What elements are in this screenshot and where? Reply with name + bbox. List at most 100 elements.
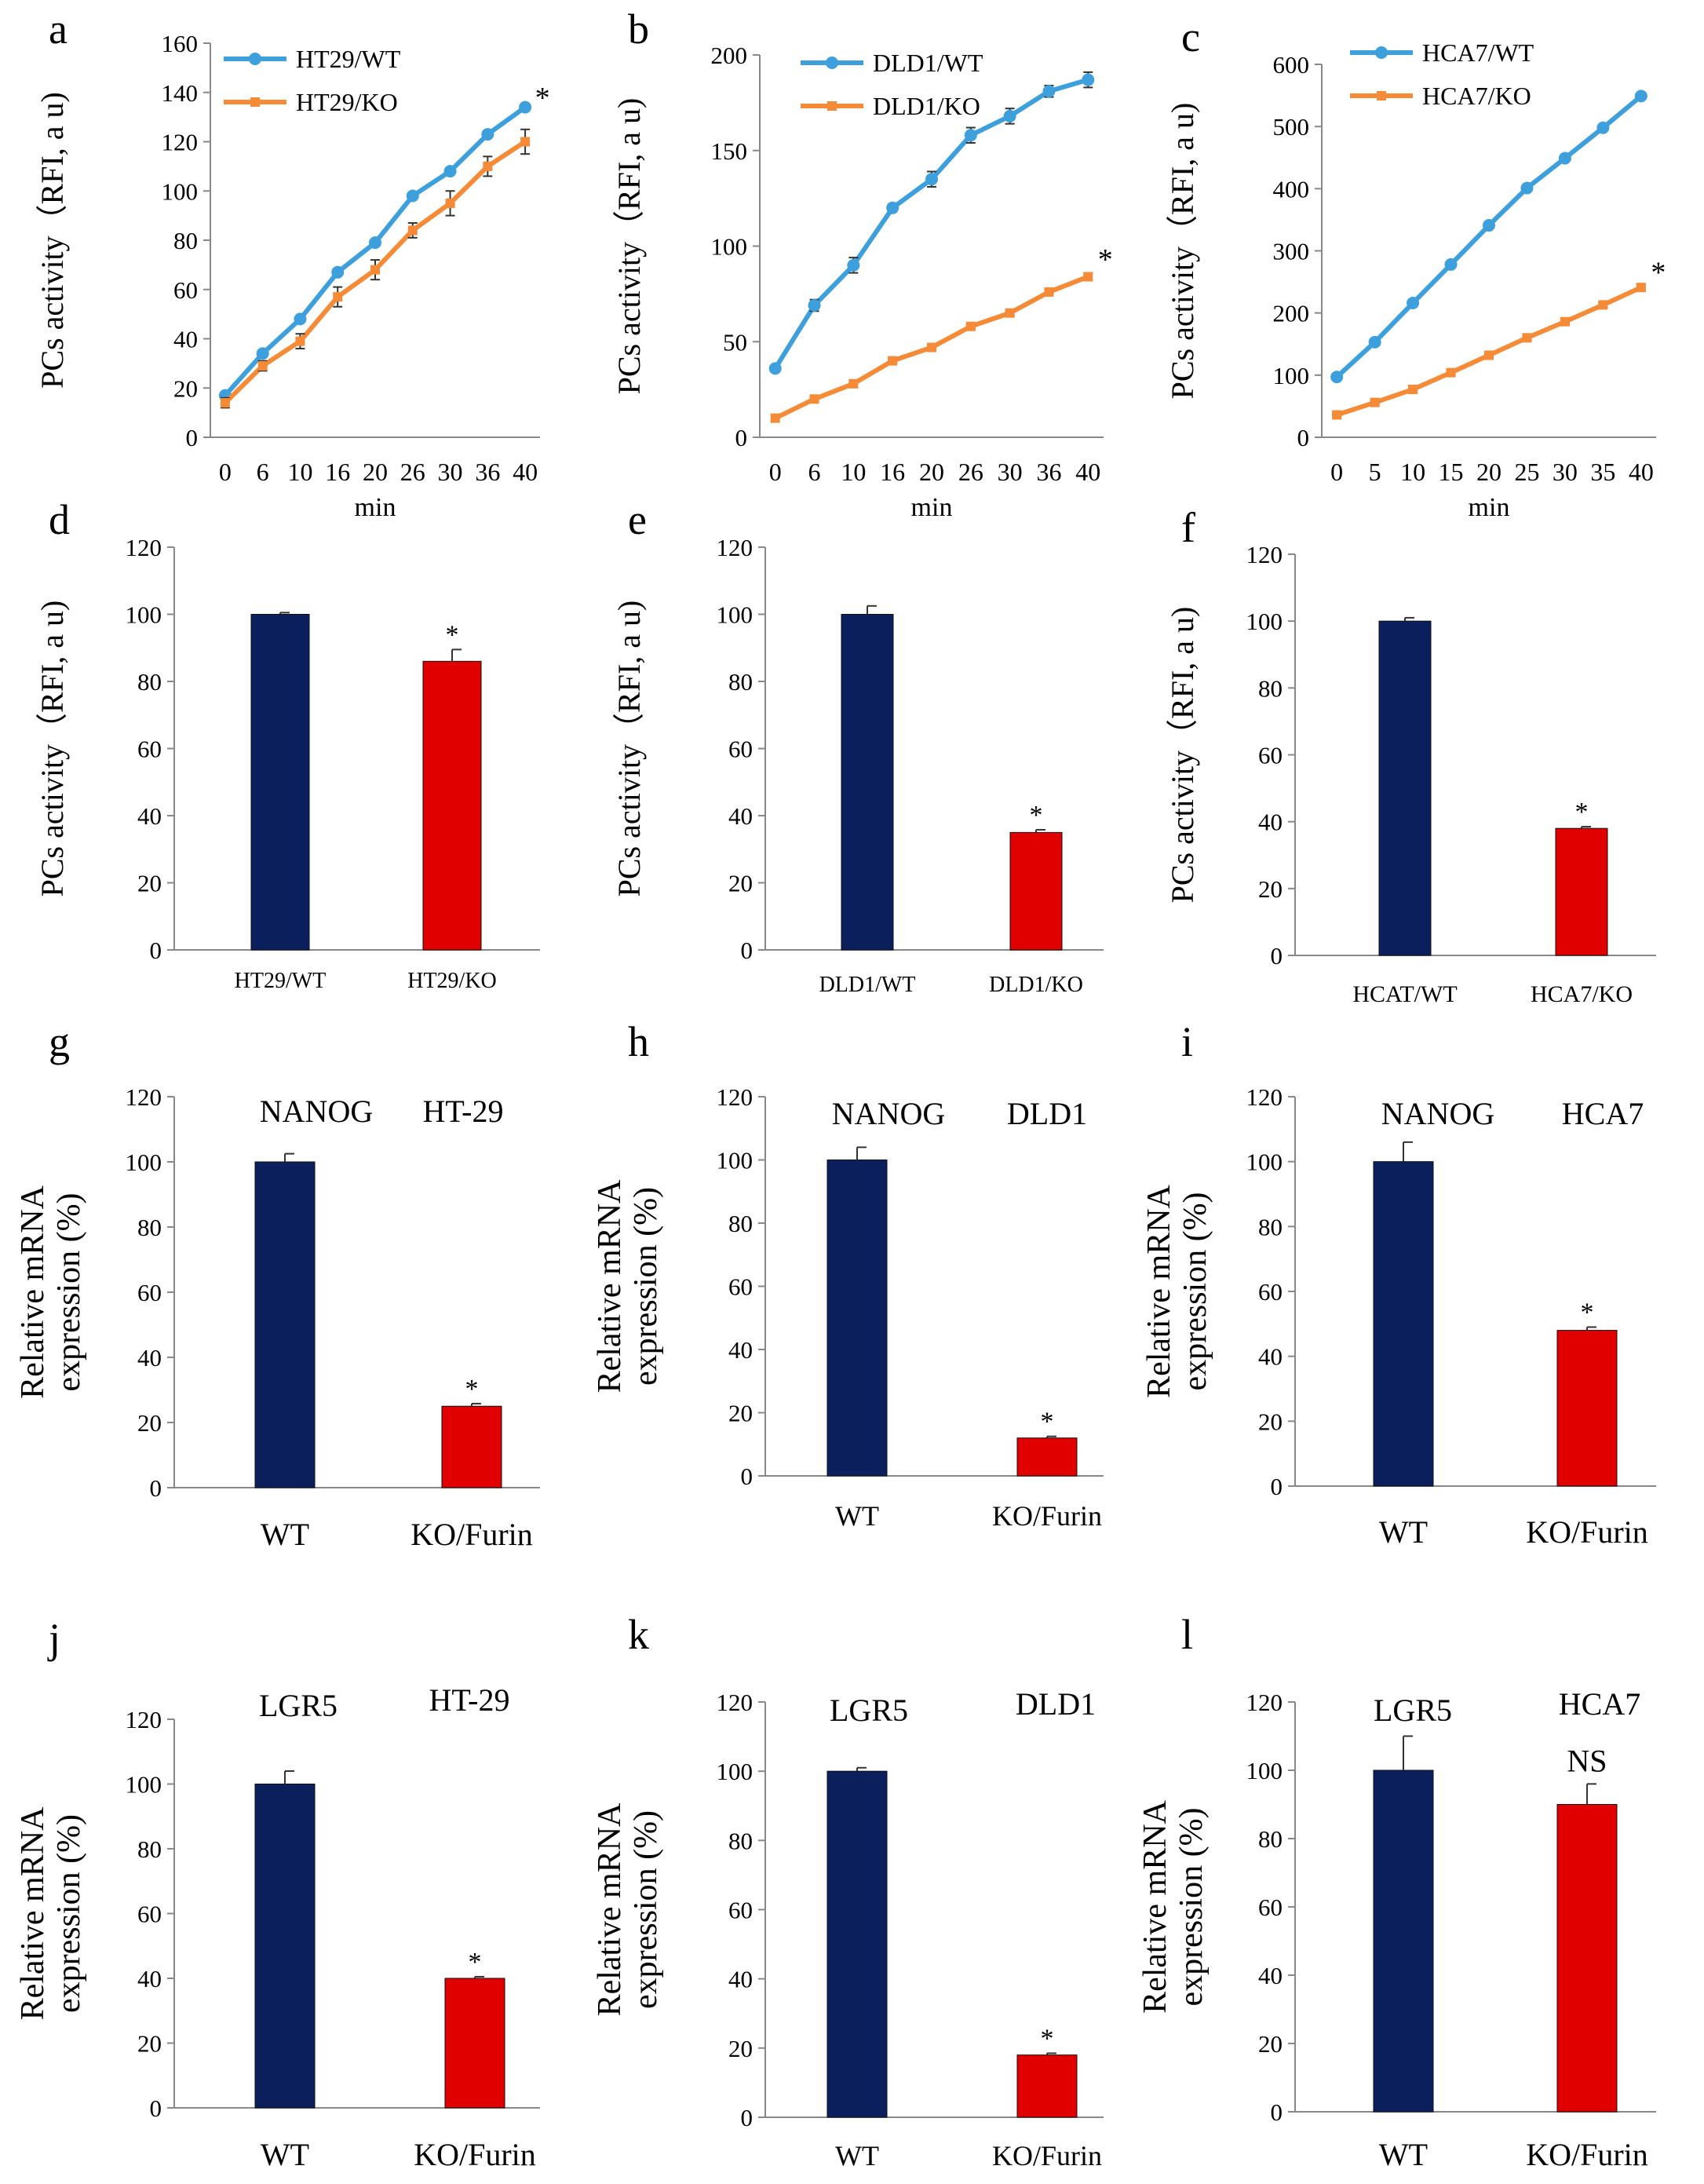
cell-line-label: DLD1 bbox=[1016, 1686, 1096, 1722]
y-tick-label: 80 bbox=[173, 227, 198, 254]
data-point bbox=[1522, 333, 1532, 343]
x-tick-label: 20 bbox=[919, 458, 944, 486]
y-tick-label: 40 bbox=[1258, 1343, 1283, 1371]
panel-j: j 0 20 40 60 80 100 120 Relative mRNAexpression … bbox=[15, 1615, 540, 2172]
y-tick-label: 80 bbox=[1258, 674, 1283, 702]
data-point bbox=[1332, 410, 1342, 420]
y-tick-label: 100 bbox=[1273, 362, 1310, 389]
y-tick-label: 0 bbox=[741, 2104, 753, 2131]
data-point bbox=[220, 398, 230, 408]
significance-marker: * bbox=[1030, 801, 1043, 830]
data-point bbox=[1446, 367, 1456, 378]
bar bbox=[1016, 1437, 1078, 1477]
y-tick-label: 0 bbox=[150, 937, 162, 964]
y-tick-label: 60 bbox=[1258, 1894, 1283, 1921]
legend-marker bbox=[826, 57, 838, 69]
x-tick-label: KO/Furin bbox=[1526, 1514, 1648, 1550]
y-tick-label: 100 bbox=[126, 601, 162, 629]
x-tick-label: KO/Furin bbox=[992, 1500, 1102, 1532]
data-point bbox=[1003, 109, 1016, 122]
y-tick-label: 0 bbox=[741, 1463, 753, 1490]
x-tick-label: 35 bbox=[1590, 458, 1615, 486]
y-tick-label: 80 bbox=[137, 1835, 162, 1863]
x-tick-label: DLD1/WT bbox=[819, 973, 916, 997]
data-point bbox=[1596, 121, 1610, 134]
y-tick-label: 80 bbox=[1258, 1825, 1283, 1853]
y-tick-label: 60 bbox=[728, 736, 753, 763]
panel-label-k: k bbox=[628, 1611, 649, 1658]
data-point bbox=[295, 336, 305, 346]
y-tick-label: 500 bbox=[1273, 113, 1310, 141]
significance-marker: * bbox=[1098, 243, 1113, 276]
y-tick-label: 20 bbox=[728, 870, 753, 897]
y-tick-label: 0 bbox=[735, 424, 748, 451]
x-tick-label: 26 bbox=[958, 458, 983, 486]
panel-label-b: b bbox=[628, 5, 649, 53]
y-tick-label: 100 bbox=[717, 1147, 753, 1174]
y-axis-label-line: expression (%) bbox=[628, 1187, 664, 1386]
data-point bbox=[256, 347, 269, 360]
data-point bbox=[369, 236, 381, 250]
gene-label: LGR5 bbox=[1374, 1693, 1452, 1728]
data-point bbox=[520, 137, 531, 147]
y-tick-label: 100 bbox=[717, 1758, 753, 1785]
x-tick-label: 20 bbox=[363, 458, 388, 486]
y-tick-label: 120 bbox=[717, 1689, 753, 1716]
y-tick-label: 100 bbox=[711, 233, 748, 261]
y-tick-label: 100 bbox=[1246, 1149, 1283, 1176]
bar bbox=[826, 1160, 888, 1477]
bar bbox=[1378, 620, 1432, 956]
bar bbox=[1009, 831, 1063, 951]
y-tick-label: 0 bbox=[1297, 424, 1310, 451]
y-tick-label: 40 bbox=[137, 1965, 162, 1992]
legend-marker bbox=[250, 97, 260, 107]
y-tick-label: 120 bbox=[162, 129, 199, 156]
y-tick-label: 80 bbox=[728, 1827, 753, 1854]
x-tick-label: 40 bbox=[513, 458, 538, 486]
x-tick-label: 16 bbox=[325, 458, 350, 486]
y-tick-label: 120 bbox=[717, 1083, 753, 1111]
significance-marker: * bbox=[1041, 2024, 1054, 2053]
y-tick-label: 20 bbox=[173, 374, 198, 402]
y-tick-label: 80 bbox=[1258, 1213, 1283, 1240]
legend-label: HCA7/WT bbox=[1422, 38, 1534, 67]
panel-e: e 0 20 40 60 80 100 120 PCs activity（RFI, a u) DL… bbox=[611, 496, 1104, 997]
y-tick-label: 0 bbox=[741, 937, 753, 964]
panel-k: k 0 20 40 60 80 100 120 Relative mRNAexpression … bbox=[592, 1611, 1104, 2171]
data-point bbox=[443, 165, 457, 178]
y-axis-label-line: Relative mRNA bbox=[1141, 1184, 1177, 1397]
bar bbox=[250, 614, 310, 951]
cell-line-label: HCA7 bbox=[1562, 1096, 1644, 1131]
significance-marker: * bbox=[535, 82, 550, 115]
x-tick-label: WT bbox=[1379, 2137, 1428, 2172]
data-point bbox=[768, 362, 782, 375]
y-tick-label: 200 bbox=[711, 42, 748, 69]
data-point bbox=[519, 100, 532, 114]
y-axis-label: PCs activity（RFI, a u) bbox=[1165, 607, 1200, 904]
legend-marker bbox=[827, 101, 837, 111]
y-tick-label: 40 bbox=[1258, 809, 1283, 836]
x-tick-label: WT bbox=[835, 1500, 879, 1532]
gene-label: NANOG bbox=[260, 1094, 373, 1129]
bar bbox=[1556, 1330, 1618, 1487]
y-tick-label: 20 bbox=[137, 1409, 162, 1437]
y-tick-label: 20 bbox=[137, 870, 162, 897]
y-tick-label: 0 bbox=[1271, 942, 1283, 970]
bar bbox=[422, 660, 482, 951]
panel-f: f 0 20 40 60 80 100 120 PCs activity（RFI, a u) HC… bbox=[1165, 504, 1656, 1007]
y-tick-label: 0 bbox=[186, 424, 199, 451]
bar bbox=[1556, 1804, 1618, 2113]
panel-label-l: l bbox=[1181, 1611, 1193, 1658]
y-tick-label: 60 bbox=[728, 1273, 753, 1301]
y-tick-label: 100 bbox=[162, 177, 199, 205]
y-tick-label: 40 bbox=[728, 1966, 753, 1993]
y-axis-label: Relative mRNAexpression (%) bbox=[592, 1802, 664, 2016]
y-tick-label: 0 bbox=[1271, 2098, 1283, 2126]
y-axis-label-line: expression (%) bbox=[51, 1192, 87, 1391]
x-tick-label: 16 bbox=[880, 458, 905, 486]
y-tick-label: 20 bbox=[1258, 875, 1283, 903]
data-point bbox=[333, 292, 343, 302]
